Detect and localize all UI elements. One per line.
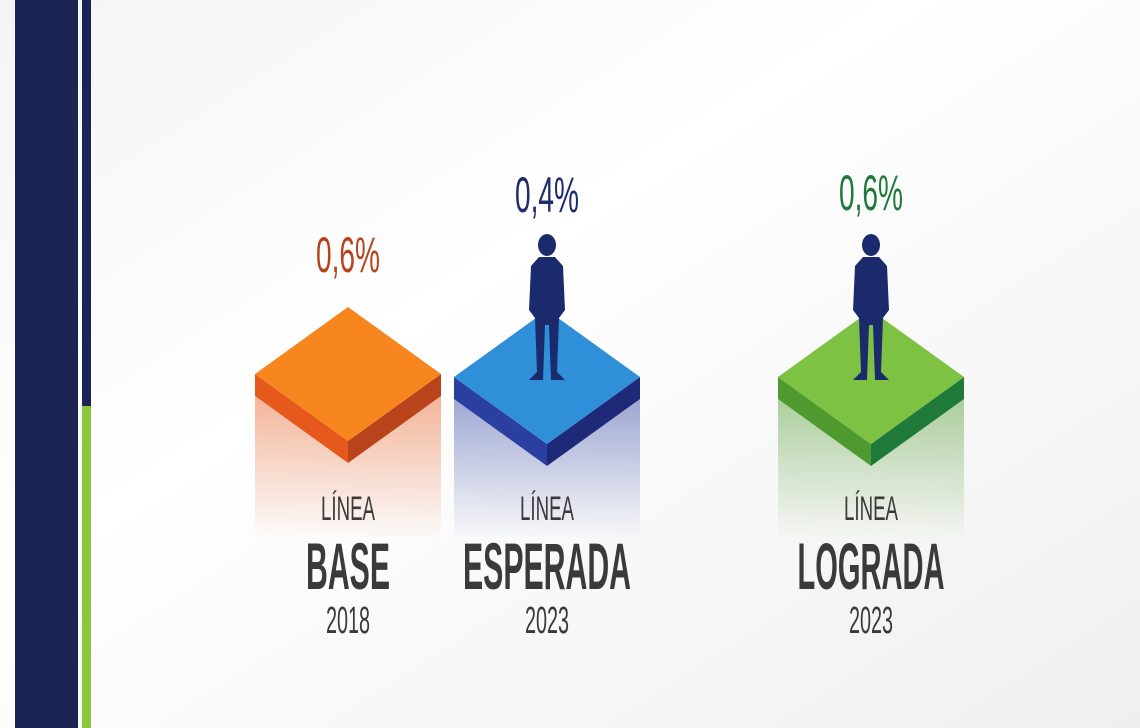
item-line2: ESPERADA: [463, 529, 631, 603]
item-value: 0,4%: [515, 167, 579, 223]
item-year: 2023: [849, 600, 893, 642]
item-year: 2018: [326, 600, 370, 642]
side-bar: [15, 0, 78, 728]
item-value: 0,6%: [316, 227, 380, 283]
item-year: 2023: [525, 600, 569, 642]
item-line1: LÍNEA: [321, 490, 375, 528]
item-line2: BASE: [306, 529, 390, 603]
platform-top: [778, 310, 964, 444]
item-line1: LÍNEA: [520, 490, 574, 528]
side-stripe-top: [82, 0, 91, 406]
item-value: 0,6%: [839, 165, 903, 221]
reflection: [778, 399, 964, 540]
platform-left: [778, 377, 871, 466]
person-silhouette: [853, 234, 889, 380]
person-head: [862, 234, 880, 256]
platform-right: [547, 377, 640, 466]
platform-top: [454, 310, 640, 444]
person-body: [529, 257, 565, 380]
person-body: [853, 257, 889, 380]
person-head: [538, 234, 556, 256]
item-line2: LOGRADA: [798, 529, 945, 603]
items: 0,6%LÍNEABASE20180,4%LÍNEAESPERADA20230,…: [255, 165, 964, 642]
platform-top: [255, 307, 441, 441]
platform-left: [454, 377, 547, 466]
reflection: [454, 399, 640, 540]
item-line1: LÍNEA: [844, 490, 898, 528]
platform-left: [255, 374, 348, 463]
platform-right: [871, 377, 964, 466]
person-silhouette: [529, 234, 565, 380]
side-stripe-bottom: [82, 406, 91, 728]
platform-right: [348, 374, 441, 463]
reflection: [255, 396, 441, 540]
